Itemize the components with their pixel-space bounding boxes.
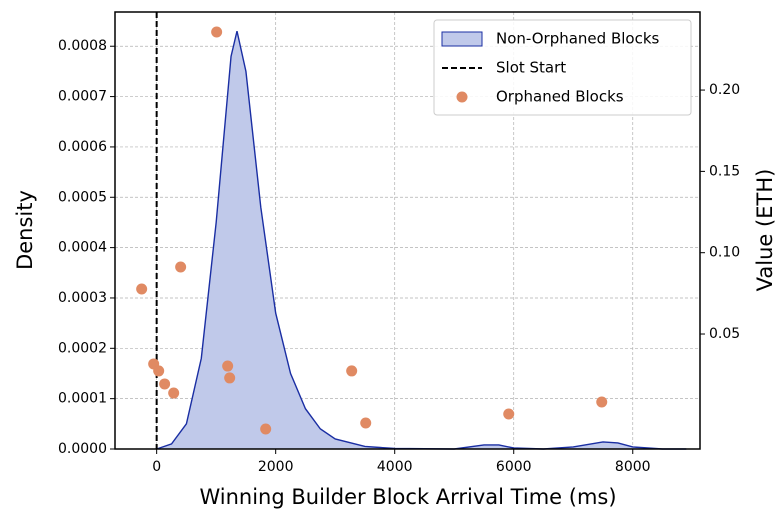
y-tick-label: 0.0005 (58, 189, 107, 205)
x-tick-label: 2000 (258, 459, 294, 475)
scatter-point (136, 283, 148, 295)
scatter-point (346, 365, 358, 377)
scatter-point (168, 387, 180, 399)
scatter-point (175, 261, 187, 273)
y2-tick-label: 0.20 (709, 82, 740, 98)
legend-swatch (441, 31, 483, 47)
y-tick-label: 0.0000 (58, 441, 107, 457)
y-tick-label: 0.0006 (58, 139, 107, 155)
y2-tick-label: 0.15 (709, 163, 740, 179)
scatter-point (159, 378, 171, 390)
area-fill (156, 31, 687, 449)
plot-frame (114, 11, 701, 450)
legend-label: Non-Orphaned Blocks (496, 30, 660, 48)
y-tick-label: 0.0003 (58, 290, 107, 306)
y-axis-label: Density (13, 190, 37, 270)
scatter-point (222, 360, 234, 372)
y-tick-label: 0.0002 (58, 340, 107, 356)
scatter-point (260, 423, 272, 435)
scatter-point (153, 365, 165, 377)
legend-label: Orphaned Blocks (496, 88, 624, 106)
y2-tick-label: 0.05 (709, 326, 740, 342)
scatter-point (596, 396, 608, 408)
scatter-point (211, 26, 223, 38)
x-axis-label: Winning Builder Block Arrival Time (ms) (199, 485, 616, 509)
x-tick-label: 0 (152, 459, 161, 475)
y-tick-label: 0.0004 (58, 240, 107, 256)
scatter-point (360, 417, 372, 429)
x-tick-label: 8000 (615, 459, 651, 475)
scatter-point (224, 372, 236, 384)
y2-axis-label: Value (ETH) (753, 169, 777, 292)
y-tick-label: 0.0007 (58, 89, 107, 105)
y-tick-label: 0.0008 (58, 38, 107, 54)
legend-swatch (456, 91, 468, 103)
density-line (156, 30, 687, 450)
scatter-point (503, 408, 515, 420)
legend-box (433, 19, 692, 116)
x-tick-label: 4000 (377, 459, 413, 475)
legend-label: Slot Start (496, 59, 566, 77)
y2-tick-label: 0.10 (709, 245, 740, 261)
y-tick-label: 0.0001 (58, 391, 107, 407)
x-tick-label: 6000 (496, 459, 532, 475)
